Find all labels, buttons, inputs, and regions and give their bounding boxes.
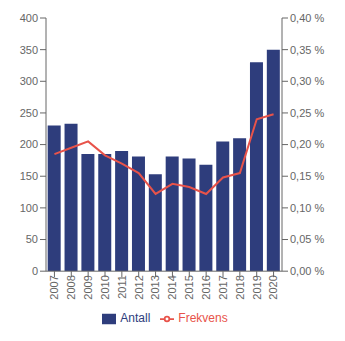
- svg-text:2014: 2014: [166, 275, 178, 299]
- svg-text:0,35 %: 0,35 %: [290, 44, 324, 56]
- svg-text:250: 250: [20, 107, 38, 119]
- svg-text:350: 350: [20, 44, 38, 56]
- svg-text:2018: 2018: [234, 275, 246, 299]
- svg-text:2017: 2017: [217, 275, 229, 299]
- svg-text:0,10 %: 0,10 %: [290, 202, 324, 214]
- svg-text:2010: 2010: [99, 275, 111, 299]
- svg-text:400: 400: [20, 12, 38, 24]
- svg-text:2015: 2015: [183, 275, 195, 299]
- svg-text:0,40 %: 0,40 %: [290, 12, 324, 24]
- svg-text:2011: 2011: [116, 275, 128, 299]
- html-text:Frekvens: Frekvens: [178, 311, 228, 326]
- svg-text:0,20 %: 0,20 %: [290, 138, 324, 150]
- svg-text:0: 0: [32, 265, 38, 277]
- svg-text:200: 200: [20, 138, 38, 150]
- svg-text:2012: 2012: [133, 275, 145, 299]
- svg-text:150: 150: [20, 170, 38, 182]
- svg-text:50: 50: [26, 233, 38, 245]
- svg-text:2019: 2019: [251, 275, 263, 299]
- html-text:Antall: Antall: [120, 311, 151, 326]
- svg-text:0,00 %: 0,00 %: [290, 265, 324, 277]
- svg-text:2013: 2013: [149, 275, 161, 299]
- svg-text:100: 100: [20, 202, 38, 214]
- svg-text:2020: 2020: [267, 275, 279, 299]
- svg-text:300: 300: [20, 75, 38, 87]
- svg-text:0,25 %: 0,25 %: [290, 107, 324, 119]
- svg-text:2016: 2016: [200, 275, 212, 299]
- svg-text:2007: 2007: [48, 275, 60, 299]
- svg-text:2009: 2009: [82, 275, 94, 299]
- svg-text:0,30 %: 0,30 %: [290, 75, 324, 87]
- svg-text:2008: 2008: [65, 275, 77, 299]
- svg-text:0,15 %: 0,15 %: [290, 170, 324, 182]
- svg-text:0,05 %: 0,05 %: [290, 233, 324, 245]
